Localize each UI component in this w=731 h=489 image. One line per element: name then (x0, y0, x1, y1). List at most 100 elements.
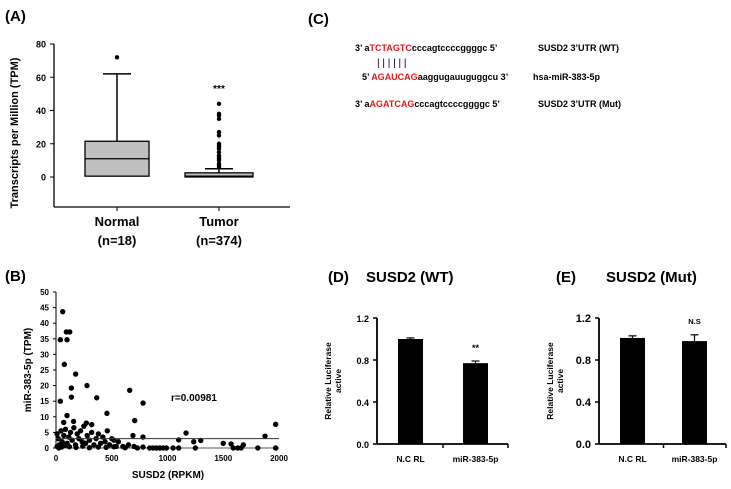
scatter-point (272, 445, 279, 451)
scatter-point (88, 421, 95, 428)
scatter-point (183, 430, 189, 436)
significance-marker: N.S (688, 317, 701, 326)
scatter-point (54, 431, 60, 437)
bar (463, 363, 488, 444)
panel-b-x-axis-label: SUSD2 (RPKM) (132, 470, 204, 481)
y-tick-label: 0 (45, 444, 50, 453)
y-tick-label: 20 (36, 139, 46, 149)
sequence-mut: 3’ aAGATCAGcccagtccccggggc 5’ (355, 99, 500, 109)
y-tick-label: 60 (36, 73, 46, 83)
scatter-point (72, 371, 79, 377)
panel-a-label: (A) (5, 8, 26, 25)
y-tick-label: 80 (36, 40, 46, 50)
scatter-point (77, 428, 84, 434)
scatter-point (191, 439, 197, 445)
sequence-mut-prefix: 3’ a (355, 99, 371, 109)
scatter-point (140, 444, 146, 450)
scatter-point (67, 329, 73, 335)
y-tick-label: 5 (45, 428, 50, 437)
scatter-point (80, 443, 86, 449)
scatter-point (115, 439, 122, 445)
scatter-point (134, 445, 141, 451)
sequence-wt-name: SUSD2 3’UTR (WT) (538, 43, 619, 53)
scatter-point (67, 429, 74, 436)
category-label: N.C RL (618, 454, 646, 464)
y-tick-label: 15 (40, 397, 49, 406)
panel-e-label: (E) (556, 269, 576, 286)
x-tick-label: 1000 (159, 454, 177, 463)
outlier-point (216, 101, 222, 107)
scatter-point (68, 394, 75, 400)
category-label: Tumor (199, 214, 238, 229)
outlier-point (114, 55, 120, 60)
scatter-point (95, 444, 102, 450)
scatter-point (192, 445, 199, 451)
scatter-point (103, 444, 109, 451)
scatter-point (95, 431, 102, 437)
scatter-point (230, 445, 236, 451)
scatter-point (122, 444, 128, 451)
y-tick-label: 1.2 (356, 314, 369, 324)
panel-b-y-axis-label: miR-383-5p (TPM) (23, 328, 34, 412)
scatter-point (262, 433, 268, 439)
scatter-point (62, 442, 68, 449)
sequence-mut-suffix: cccagtccccggggc 5’ (414, 99, 500, 109)
y-tick-label: 10 (40, 413, 49, 422)
panel-d: (D) SUSD2 (WT) 0.0 0.4 0.8 1.2 Relative Luci… (323, 269, 509, 464)
scatter-point (59, 439, 65, 445)
scatter-point (57, 398, 64, 404)
bar (398, 339, 423, 444)
y-tick-label: 20 (40, 382, 49, 391)
panel-a: (A) Transcripts per Million (TPM) 0 20 40 6… (5, 8, 290, 248)
scatter-point (84, 432, 90, 439)
scatter-point (93, 395, 100, 401)
correlation-annotation: r=0.00981 (171, 393, 217, 404)
y-axis-label-line2: active (333, 369, 343, 393)
category-label: miR-383-5p (672, 454, 718, 464)
category-label: Normal (95, 214, 140, 229)
sequence-wt-prefix: 3’ a (355, 43, 371, 53)
panel-e-title: SUSD2 (Mut) (606, 269, 697, 286)
sequence-wt-seed: TCTAGTC (370, 43, 413, 53)
y-tick-label: 50 (40, 288, 49, 297)
scatter-point (140, 400, 146, 406)
scatter-point (163, 445, 170, 451)
sequence-wt: 3’ aTCTAGTCcccagtccccggggc 5’ (355, 43, 497, 53)
x-tick-label: 1500 (214, 454, 232, 463)
panel-a-y-axis-label: Transcripts per Million (TPM) (9, 57, 21, 208)
scatter-point (57, 337, 64, 343)
y-tick-label: 1.2 (576, 313, 591, 325)
sequence-mirna-suffix: aaggugauuguggcu 3’ (418, 72, 509, 82)
scatter-point (61, 361, 68, 368)
scatter-point (73, 444, 79, 451)
outlier-point (216, 158, 222, 163)
scatter-point (228, 441, 234, 447)
y-tick-label: 0.0 (576, 439, 591, 451)
y-tick-label: 40 (36, 106, 46, 116)
significance-marker: *** (213, 84, 225, 95)
scatter-point (70, 418, 77, 425)
panel-d-label: (D) (328, 269, 349, 286)
outlier-point (216, 164, 222, 170)
scatter-point (170, 445, 176, 451)
scatter-point (66, 444, 73, 450)
box (184, 172, 254, 178)
category-label: N.C RL (396, 454, 424, 464)
scatter-point (61, 432, 67, 439)
bar (620, 337, 645, 444)
panel-e: (E) SUSD2 (Mut) 0.0 0.4 0.8 1.2 Relative Luc… (545, 269, 727, 464)
x-tick-label: 500 (105, 454, 119, 463)
x-tick-label: 0 (54, 454, 59, 463)
panel-b: (B) miR-383-5p (TPM) SUSD2 (RPKM) r=0.00… (5, 268, 288, 481)
panel-d-title: SUSD2 (WT) (366, 269, 454, 286)
panel-b-label: (B) (5, 268, 26, 285)
outlier-point (216, 129, 222, 135)
panel-c: (C) 3’ aTCTAGTCcccagtccccggggc 5’ SUSD2 … (308, 11, 621, 109)
scatter-point (88, 429, 95, 436)
panel-c-label: (C) (308, 11, 329, 28)
scatter-point (238, 445, 244, 451)
sequence-wt-suffix: cccagtccccggggc 5’ (412, 43, 498, 53)
scatter-point (102, 439, 108, 445)
sequence-mirna: 5’ AGAUCAGaaggugauuguggcu 3’ (362, 72, 508, 82)
